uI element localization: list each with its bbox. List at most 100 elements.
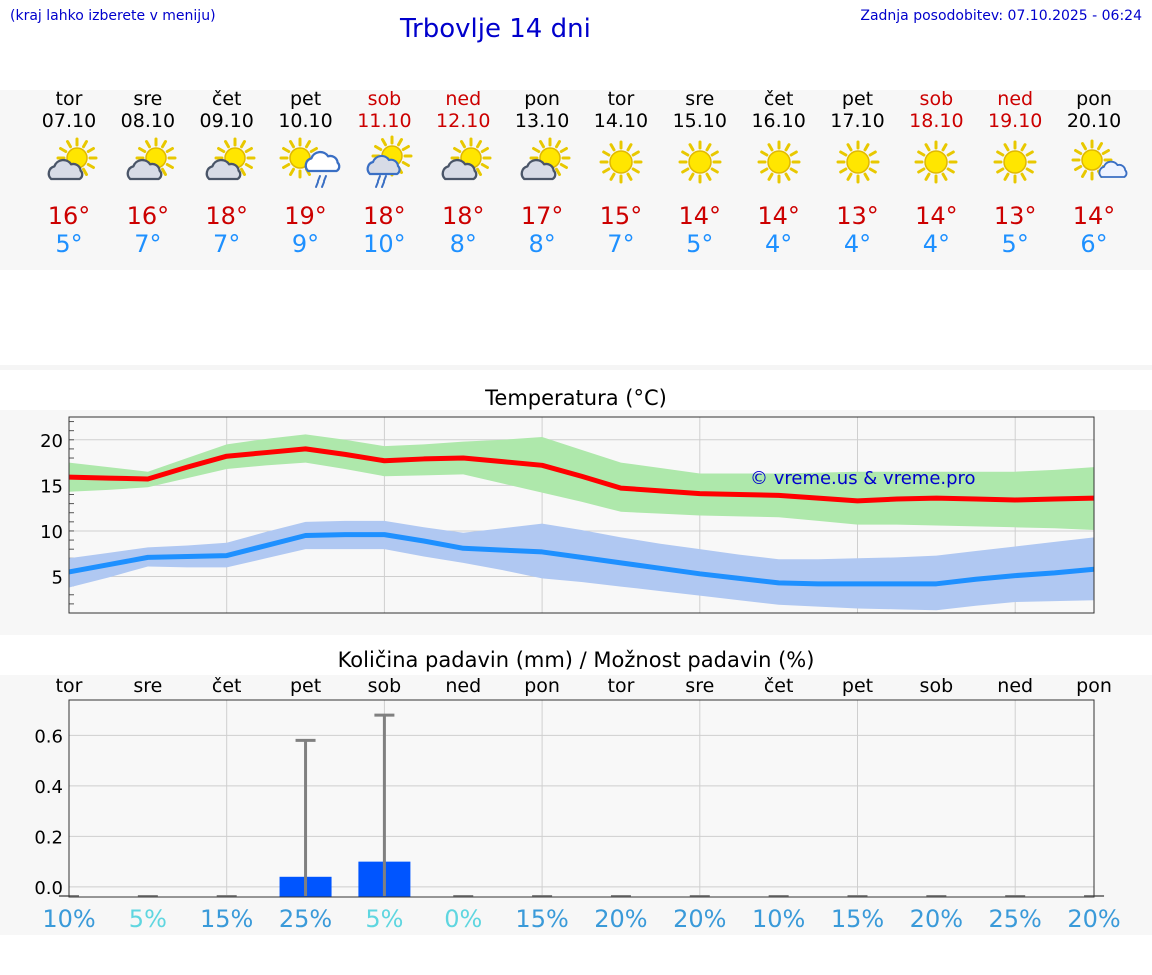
day-date: 12.10 (436, 110, 491, 132)
max-temperature: 14° (915, 202, 958, 230)
min-temperature: 10° (363, 230, 406, 258)
rain-drop (377, 175, 382, 182)
day-of-week: ned (997, 88, 1034, 110)
forecast-day: sre 15.10 14° 5° (660, 88, 740, 258)
cloud-body (1098, 160, 1128, 178)
sun-disc (845, 150, 870, 174)
day-label: pet (290, 675, 321, 697)
y-tick-label: 15 (40, 476, 63, 497)
sun-icon (993, 140, 1037, 184)
day-of-week: tor (55, 88, 83, 110)
sun-ray (304, 140, 311, 149)
plot-area (69, 700, 1094, 897)
precipitation-probability: 15% (831, 905, 884, 933)
day-date: 16.10 (751, 110, 806, 132)
sun-ray (626, 143, 633, 152)
day-of-week: pet (289, 88, 322, 110)
sun-ray (609, 172, 616, 181)
y-tick-label: 5 (52, 568, 63, 589)
min-temperature: 5° (1001, 230, 1029, 258)
day-label: ned (997, 675, 1033, 697)
sun-ray (86, 147, 95, 153)
sun-icon (599, 140, 643, 184)
sun-ray (481, 163, 490, 169)
sun-ray (244, 147, 253, 153)
day-label: sob (368, 675, 402, 697)
precipitation-probability: 20% (910, 905, 963, 933)
y-tick-label: 0.4 (34, 777, 63, 798)
min-temperature: 4° (922, 230, 950, 258)
sun-ray (917, 167, 926, 174)
divider (0, 365, 1152, 370)
sun-ray (784, 143, 791, 152)
forecast-day: sre 08.10 16° 7° (108, 88, 188, 258)
rain-drop (316, 175, 321, 182)
page-title: Trbovlje 14 dni (400, 14, 591, 44)
forecast-day: pon 13.10 17° 8° (502, 88, 582, 258)
sun-ray (402, 161, 411, 167)
y-tick-label: 0.0 (34, 878, 63, 899)
sun-ray (397, 138, 404, 147)
sun-ray (759, 167, 769, 174)
sun-ray (996, 167, 1005, 174)
sun-ray (863, 143, 869, 152)
sun-shape (836, 140, 879, 184)
forecast-day: tor 07.10 16° 5° (29, 88, 109, 258)
day-date: 11.10 (357, 110, 412, 132)
forecast-day: sob 11.10 18° 10° (344, 88, 424, 258)
sun-ray (1020, 172, 1027, 181)
min-temperature: 7° (134, 230, 162, 258)
location-hint: (kraj lahko izberete v meniju) (10, 8, 216, 24)
sun-ray (1081, 142, 1088, 151)
forecast-day: tor 14.10 15° 7° (581, 88, 661, 258)
sun-ray (1081, 169, 1088, 178)
sun-cloud-rain-icon (367, 135, 413, 188)
forecast-day: pet 10.10 19° 9° (266, 88, 346, 258)
precipitation-probability: 15% (200, 905, 253, 933)
sun-ray (559, 147, 569, 153)
day-of-week: ned (445, 88, 482, 110)
sun-ray (137, 147, 147, 153)
sun-ray (288, 140, 295, 149)
sun-cloud-icon (441, 137, 492, 181)
cloud-body (126, 158, 163, 181)
sun-ray (838, 150, 847, 157)
sun-ray (555, 140, 562, 149)
sun-disc (1081, 149, 1103, 171)
watermark: © vreme.us & vreme.pro (750, 468, 976, 489)
rain-drops (375, 175, 388, 188)
day-of-week: pet (841, 88, 874, 110)
sun-ray (239, 167, 246, 176)
cloud-shape (441, 158, 478, 181)
plot-frame (68, 699, 1095, 898)
sun-ray (86, 163, 95, 169)
forecast-panel (0, 90, 1152, 270)
cloud-shape (1098, 160, 1128, 178)
day-of-week: pon (1076, 88, 1112, 110)
cloud-body (47, 158, 84, 181)
sun-ray (924, 172, 931, 181)
sun-shape (1071, 139, 1113, 181)
sun-ray (476, 167, 483, 176)
rain-drop (383, 175, 388, 182)
sun-ray (59, 147, 68, 153)
temperature-chart: 5 10 15 20 © vreme.us & vreme.pro (40, 416, 1095, 614)
forecast-day: pet 17.10 13° 4° (818, 88, 898, 258)
precipitation-probability: 20% (673, 905, 726, 933)
sun-ray (846, 143, 852, 152)
cloud-body (205, 158, 242, 181)
day-of-week: čet (211, 88, 242, 110)
min-temperature: 6° (1080, 230, 1108, 258)
cloud-shape (126, 158, 163, 181)
sun-ray (784, 172, 791, 181)
rain-drop (375, 181, 380, 188)
forecast-day: ned 12.10 18° 8° (423, 88, 503, 258)
sun-ray (705, 143, 712, 152)
sun-disc (1003, 150, 1027, 174)
sun-ray (705, 172, 712, 181)
sun-ray (82, 140, 88, 149)
day-label: čet (764, 675, 794, 697)
sun-ray (609, 143, 616, 152)
sun-ray (1074, 165, 1083, 171)
sun-ray (481, 147, 490, 153)
